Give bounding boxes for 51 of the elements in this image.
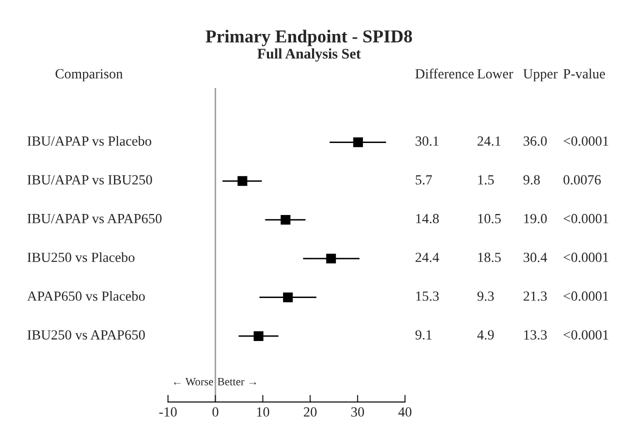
text: 30.1 — [416, 136, 438, 146]
text: 5.7 — [416, 175, 432, 185]
text: 13.3 — [524, 330, 547, 340]
text: ← Worse — [174, 378, 214, 386]
text: 0.0076 — [564, 175, 601, 185]
text: Difference — [415, 68, 474, 78]
text: 14.8 — [416, 214, 439, 224]
text: 15.3 — [416, 291, 439, 301]
x-tick-label: 30 — [351, 407, 364, 417]
text: Upper — [523, 69, 558, 82]
point — [280, 214, 290, 225]
point — [353, 137, 363, 148]
text: 24.4 — [416, 252, 440, 262]
x-tick-label: 20 — [304, 407, 317, 417]
text: 9.1 — [415, 330, 432, 340]
text: 1.5 — [478, 175, 494, 185]
chart-subtitle: Full Analysis Set — [257, 48, 361, 62]
x-tick-label: -10 — [159, 407, 177, 417]
chart-title: Primary Endpoint - SPID8 — [206, 30, 412, 46]
x-tick-label: 40 — [398, 407, 412, 417]
y-tick-label: IBU/APAP vs IBU250 — [28, 175, 152, 185]
y-tick-label: IBU250 vs APAP650 — [28, 330, 145, 340]
x-tick-label: 10 — [257, 407, 270, 417]
point — [254, 331, 264, 341]
text: P-value — [563, 68, 605, 78]
text: 9.8 — [523, 175, 540, 185]
x-tick-label: 0 — [212, 407, 218, 417]
text: 21.3 — [524, 291, 547, 301]
y-tick-label: IBU/APAP vs Placebo — [28, 136, 152, 146]
text: <0.0001 — [564, 214, 608, 224]
point — [283, 292, 293, 302]
text: <0.0001 — [564, 136, 608, 146]
text: <0.0001 — [564, 252, 608, 262]
text: Lower — [477, 69, 514, 78]
point — [326, 254, 336, 264]
text: <0.0001 — [564, 291, 608, 301]
text: Better → — [218, 378, 256, 386]
text: 19.0 — [524, 214, 547, 224]
y-tick-label: APAP650 vs Placebo — [27, 291, 145, 301]
y-axis-title: Comparison — [56, 69, 123, 82]
text: 10.5 — [478, 214, 501, 224]
point — [238, 176, 248, 186]
text: 36.0 — [524, 136, 547, 146]
text: 9.3 — [477, 291, 494, 301]
text: <0.0001 — [564, 330, 608, 340]
text: 30.4 — [524, 252, 548, 262]
y-tick-label: IBU/APAP vs APAP650 — [28, 214, 162, 224]
text: 24.1 — [478, 136, 500, 146]
text: 4.9 — [477, 330, 494, 340]
text: 18.5 — [478, 252, 501, 262]
y-tick-label: IBU250 vs Placebo — [28, 252, 134, 262]
